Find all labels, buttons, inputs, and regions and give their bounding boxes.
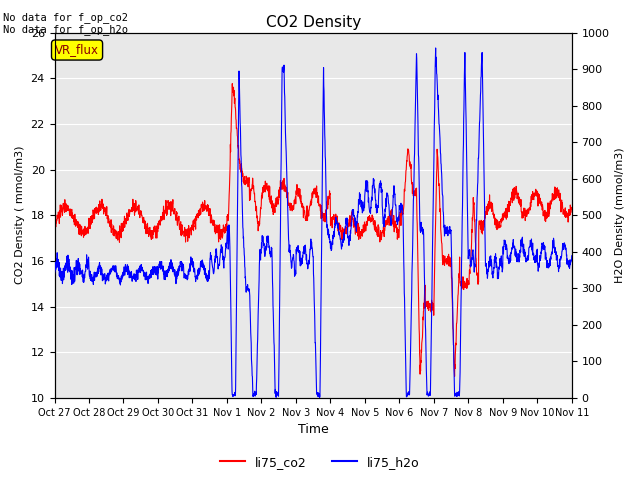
Legend: li75_co2, li75_h2o: li75_co2, li75_h2o bbox=[215, 451, 425, 474]
Title: CO2 Density: CO2 Density bbox=[266, 15, 361, 30]
X-axis label: Time: Time bbox=[298, 423, 328, 436]
Text: VR_flux: VR_flux bbox=[55, 44, 99, 57]
Y-axis label: CO2 Density ( mmol/m3): CO2 Density ( mmol/m3) bbox=[15, 146, 25, 285]
Text: No data for f_op_co2
No data for f_op_h2o: No data for f_op_co2 No data for f_op_h2… bbox=[3, 12, 128, 36]
Y-axis label: H2O Density (mmol/m3): H2O Density (mmol/m3) bbox=[615, 147, 625, 283]
